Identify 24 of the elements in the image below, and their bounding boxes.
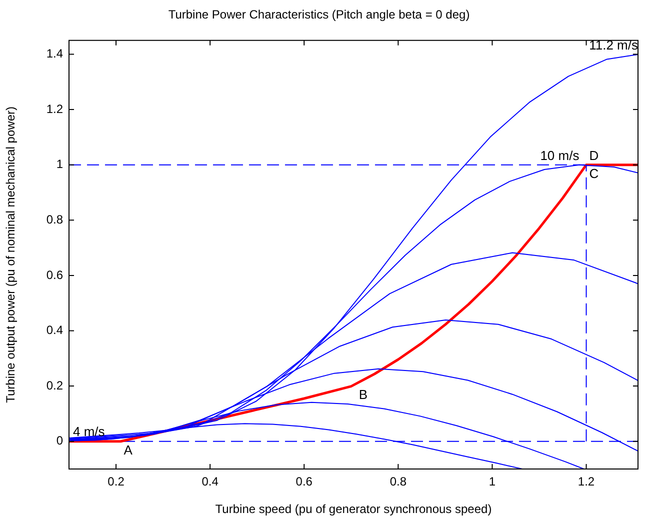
series-label: 4 m/s xyxy=(73,424,106,439)
annotation: B xyxy=(358,387,368,402)
x-tick-label: 0.8 xyxy=(390,474,407,489)
y-tick-label: 1.4 xyxy=(46,46,64,61)
y-tick-label: 1 xyxy=(56,157,64,172)
y-tick-label: 0 xyxy=(56,434,64,448)
x-tick-label: 1.2 xyxy=(578,474,595,489)
annotation: C xyxy=(589,166,599,181)
x-tick-label: 0.6 xyxy=(296,474,313,489)
annotation: D xyxy=(589,148,599,163)
chart-title: Turbine Power Characteristics (Pitch angle beta = 0 deg) xyxy=(168,8,470,22)
y-tick-label: 1.2 xyxy=(46,102,64,116)
series-label: 10 m/s xyxy=(540,148,580,163)
y-tick-label: 0.6 xyxy=(46,268,64,282)
y-tick-label: 0.8 xyxy=(46,212,64,226)
x-tick-label: 0.4 xyxy=(202,474,219,489)
x-axis-title: Turbine speed (pu of generator synchronous speed) xyxy=(215,502,492,516)
x-tick-label: 1 xyxy=(488,474,496,489)
y-tick-label: 0.2 xyxy=(46,378,64,392)
series-label: 11.2 m/s xyxy=(589,38,638,53)
y-axis-title: Turbine output power (pu of nominal mechanical power) xyxy=(4,106,18,403)
x-tick-label: 0.2 xyxy=(108,474,125,489)
y-tick-label: 0.4 xyxy=(46,323,64,338)
annotation: A xyxy=(124,442,133,458)
